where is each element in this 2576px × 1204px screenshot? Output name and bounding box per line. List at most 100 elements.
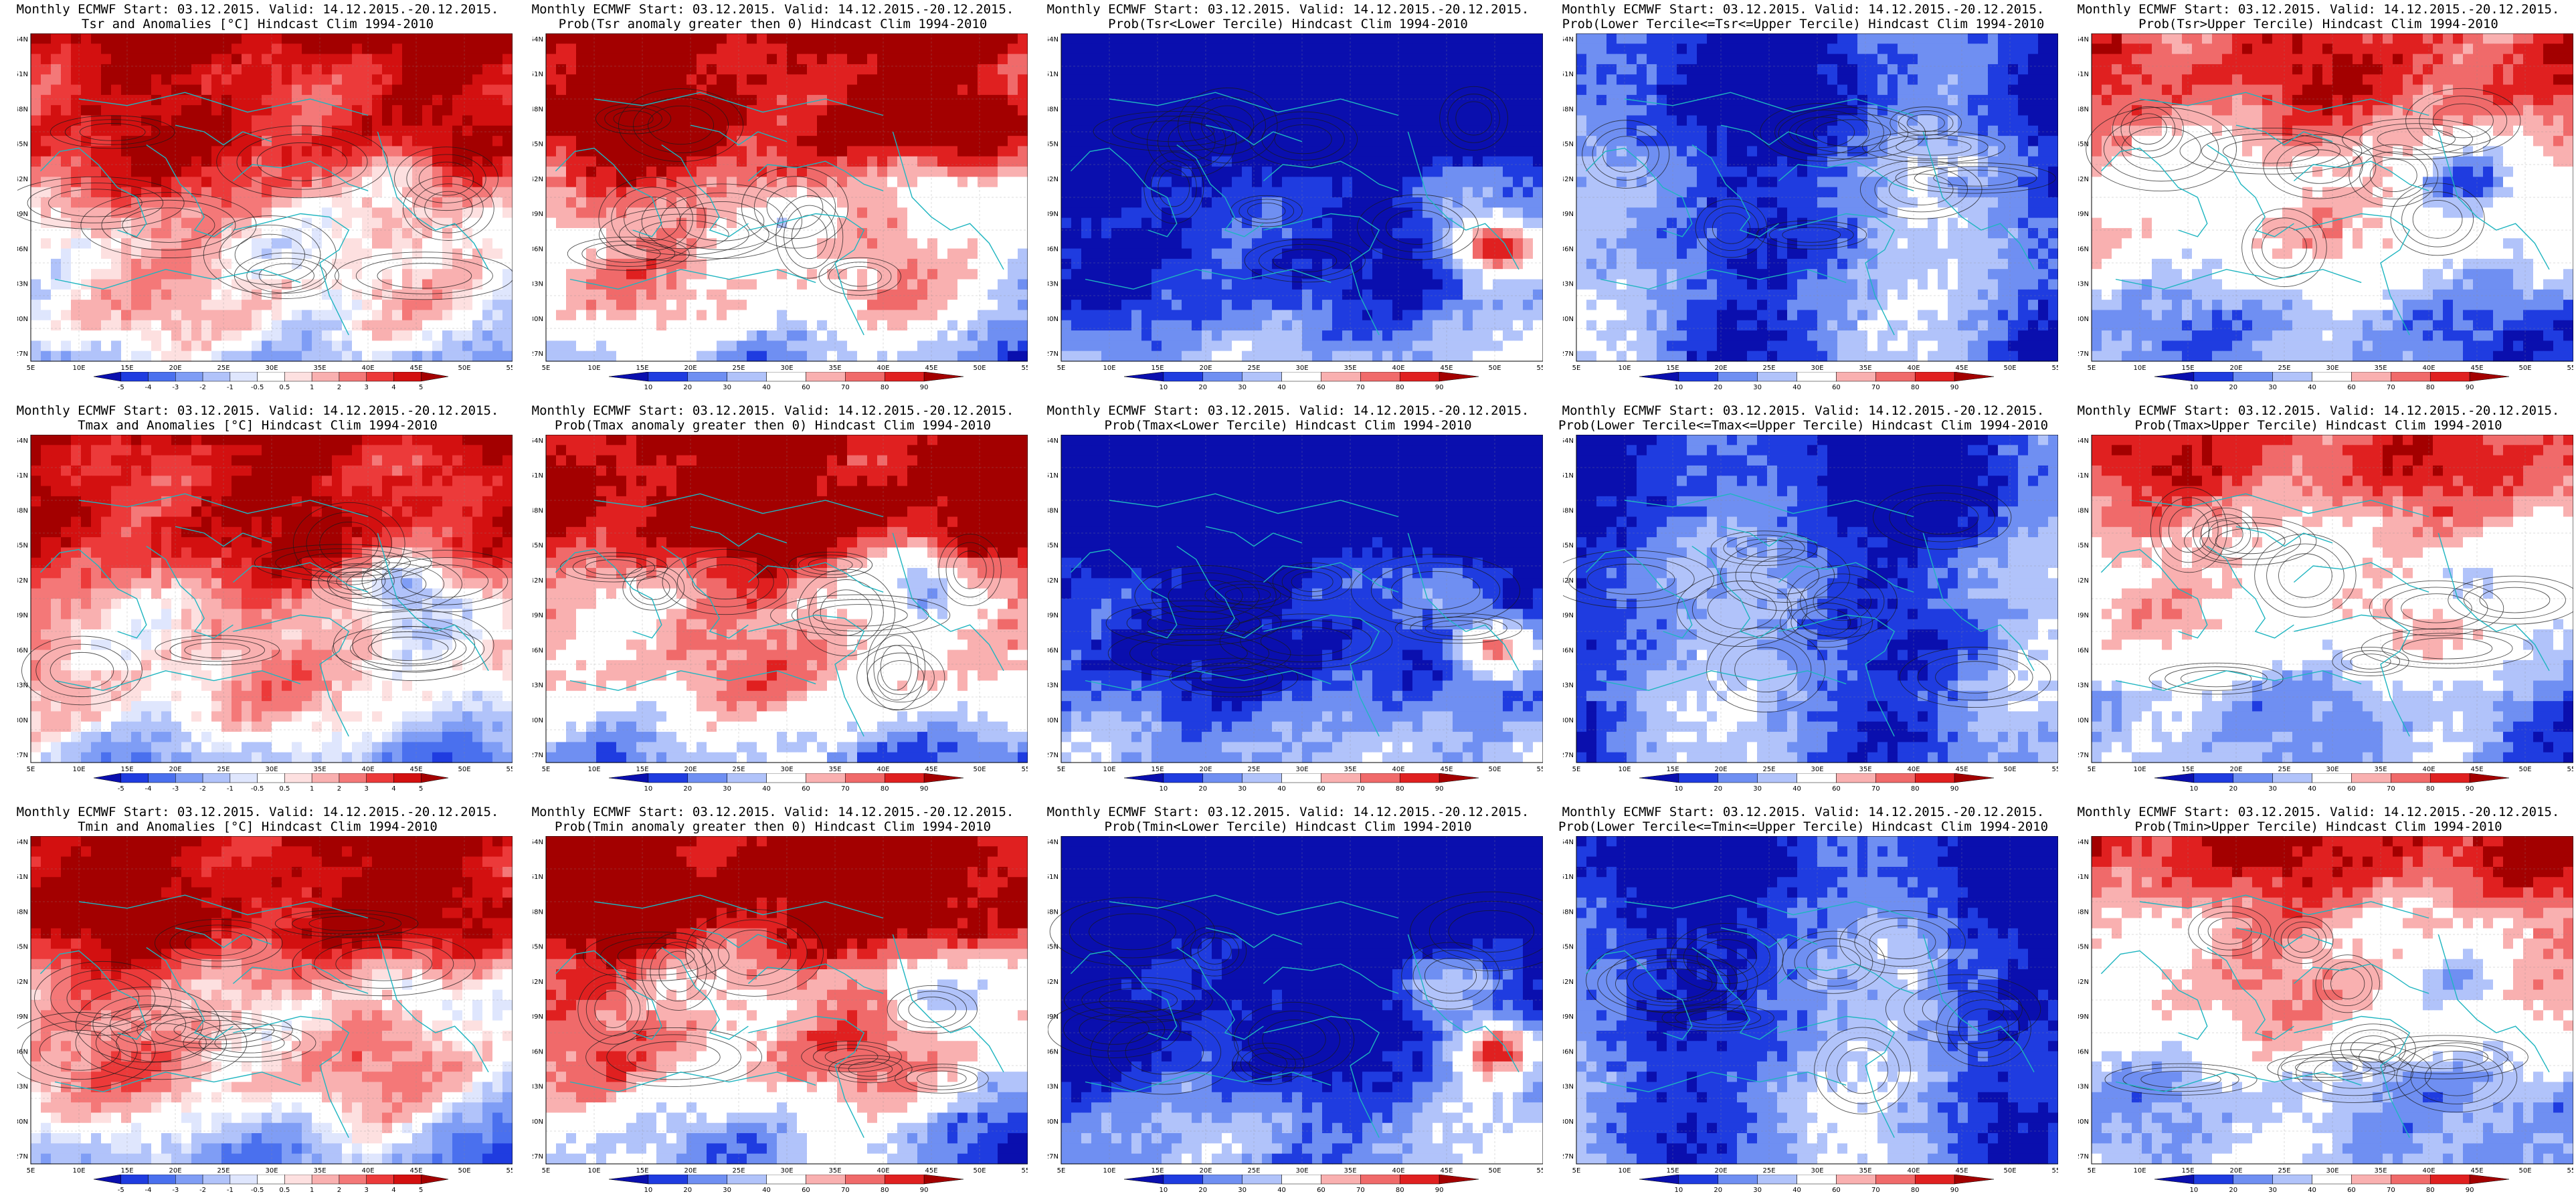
colorbar-segment — [2193, 1175, 2234, 1185]
colorbar-label: 3 — [365, 1187, 369, 1194]
lat-tick-label: 27N — [17, 350, 28, 358]
map-panel-tmax-prob-lower: Monthly ECMWF Start: 03.12.2015. Valid: … — [1030, 401, 1546, 803]
lat-tick-label: 39N — [1563, 612, 1574, 619]
colorbar-segment — [202, 773, 231, 783]
colorbar-label: 70 — [1356, 384, 1365, 391]
colorbar-segment — [339, 1175, 367, 1185]
colorbar-label: 1 — [310, 384, 314, 391]
colorbar-segment — [766, 372, 806, 382]
lat-tick-label: 30N — [1048, 1118, 1059, 1126]
colorbar: 10 20 30 40 60 70 80 90 — [1123, 1175, 1479, 1194]
lon-tick-label: 5E — [1057, 1167, 1066, 1175]
lon-tick-label: 30E — [1811, 1167, 1823, 1175]
colorbar-segment — [884, 372, 925, 382]
colorbar-label: 40 — [2308, 1187, 2316, 1194]
lon-tick-label: 10E — [2133, 365, 2146, 372]
lat-tick-label: 45N — [1048, 141, 1059, 148]
lat-tick-label: 42N — [2078, 176, 2089, 183]
lat-tick-label: 36N — [17, 647, 28, 654]
lat-tick-label: 54N — [1048, 437, 1059, 445]
panel-title-line1: Monthly ECMWF Start: 03.12.2015. Valid: … — [1546, 403, 2061, 419]
lat-tick-label: 48N — [1048, 908, 1059, 916]
colorbar-segment — [1914, 1175, 1955, 1185]
lat-tick-label: 36N — [17, 1048, 28, 1056]
lat-tick-label: 27N — [2078, 1153, 2089, 1161]
lat-tick-label: 27N — [1048, 752, 1059, 759]
forecast-map: 54N 51N 48N 45N 42N 39N 36N 33N 30N 27N 5E 10E 15E 20… — [17, 435, 513, 773]
colorbar-label: 70 — [1871, 785, 1880, 793]
lon-tick-label: 45E — [1440, 365, 1453, 372]
colorbar-label: 80 — [1911, 1187, 1920, 1194]
lon-tick-label: 45E — [1955, 365, 1968, 372]
colorbar-segment — [93, 773, 122, 783]
colorbar-segment — [648, 372, 688, 382]
map-panel-tsr-prob-middle: Monthly ECMWF Start: 03.12.2015. Valid: … — [1546, 0, 2061, 401]
colorbar-label: 70 — [1356, 785, 1365, 793]
lat-tick-label: 39N — [533, 211, 543, 218]
lon-tick-label: 25E — [1762, 365, 1775, 372]
lon-tick-label: 40E — [361, 365, 374, 372]
colorbar-label: -5 — [118, 1187, 124, 1194]
lat-tick-label: 27N — [533, 350, 543, 358]
colorbar-segment — [1321, 372, 1361, 382]
colorbar-segment — [884, 773, 925, 783]
colorbar-segment — [608, 372, 649, 382]
colorbar-label: 20 — [1198, 1187, 1207, 1194]
lon-tick-label: 55E — [2051, 1167, 2058, 1175]
colorbar-label: 10 — [644, 384, 653, 391]
lon-tick-label: 55E — [1021, 1167, 1028, 1175]
colorbar-segment — [608, 1175, 649, 1185]
forecast-map: 54N 51N 48N 45N 42N 39N 36N 33N 30N 27N 5E 10E 15E 20… — [1048, 836, 1543, 1175]
lon-tick-label: 15E — [2181, 365, 2194, 372]
colorbar-segment — [2312, 1175, 2352, 1185]
lon-tick-label: 5E — [1572, 1167, 1581, 1175]
colorbar-label: 40 — [762, 1187, 771, 1194]
lat-tick-label: 33N — [2078, 1084, 2089, 1091]
colorbar-label: 40 — [1277, 1187, 1286, 1194]
panel-title-line2: Prob(Tsr>Upper Tercile) Hindcast Clim 19… — [2061, 16, 2576, 32]
colorbar-segment — [1954, 1175, 1995, 1185]
panel-title-line1: Monthly ECMWF Start: 03.12.2015. Valid: … — [1030, 403, 1546, 419]
colorbar-segment — [120, 1175, 149, 1185]
colorbar-segment — [1281, 1175, 1321, 1185]
colorbar: 10 20 30 40 60 70 80 90 — [1123, 372, 1479, 391]
colorbar-segment — [1797, 372, 1837, 382]
lon-tick-label: 55E — [506, 766, 513, 773]
panel-title-line2: Tsr and Anomalies [°C] Hindcast Clim 199… — [0, 16, 515, 32]
lon-tick-label: 25E — [732, 766, 745, 773]
colorbar-segment — [1639, 372, 1679, 382]
colorbar-label: 20 — [2229, 785, 2237, 793]
lon-tick-label: 5E — [2088, 766, 2096, 773]
colorbar-segment — [1718, 773, 1758, 783]
lon-tick-label: 15E — [2181, 1167, 2194, 1175]
lon-tick-label: 15E — [120, 766, 133, 773]
lat-tick-label: 30N — [2078, 1118, 2089, 1126]
lon-tick-label: 50E — [2003, 766, 2016, 773]
colorbar-label: 2 — [337, 785, 341, 793]
colorbar-segment — [1163, 1175, 1204, 1185]
colorbar-label: 20 — [683, 785, 692, 793]
colorbar-segment — [2154, 773, 2195, 783]
lon-tick-label: 5E — [2088, 365, 2096, 372]
lon-tick-label: 40E — [1907, 766, 1920, 773]
panel-title-line1: Monthly ECMWF Start: 03.12.2015. Valid: … — [0, 804, 515, 820]
colorbar-label: 10 — [1675, 384, 1683, 391]
lon-tick-label: 5E — [542, 1167, 551, 1175]
lat-tick-label: 54N — [2078, 437, 2089, 445]
lat-tick-label: 45N — [17, 141, 28, 148]
colorbar-label: 10 — [1160, 1187, 1168, 1194]
lon-tick-label: 30E — [265, 365, 278, 372]
colorbar-label: 30 — [2268, 384, 2277, 391]
lon-tick-label: 50E — [973, 1167, 986, 1175]
colorbar-label: 90 — [1950, 785, 1959, 793]
colorbar-label: 70 — [841, 1187, 850, 1194]
colorbar-label: 20 — [1714, 785, 1722, 793]
colorbar-segment — [1678, 372, 1719, 382]
lat-tick-label: 36N — [17, 245, 28, 253]
colorbar-label: 80 — [2426, 384, 2435, 391]
colorbar-label: 4 — [391, 785, 395, 793]
lat-tick-label: 39N — [1563, 1013, 1574, 1021]
panel-title-line2: Prob(Tsr<Lower Tercile) Hindcast Clim 19… — [1030, 16, 1546, 32]
colorbar-label: 60 — [2347, 384, 2356, 391]
colorbar-label: -2 — [199, 384, 206, 391]
